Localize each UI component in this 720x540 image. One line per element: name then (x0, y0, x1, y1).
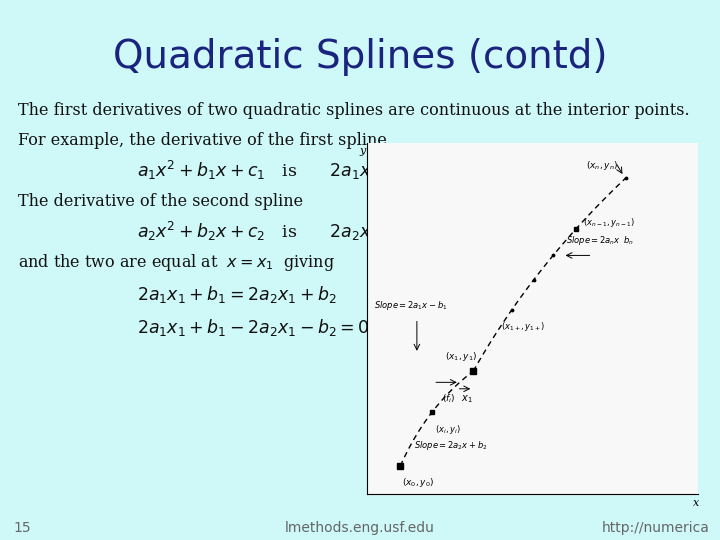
Text: $(x_1,y_1)$: $(x_1,y_1)$ (445, 350, 477, 363)
Text: y: y (359, 146, 365, 156)
Text: $2a_1 x_1 + b_1 = 2a_2 x_1 + b_2$: $2a_1 x_1 + b_1 = 2a_2 x_1 + b_2$ (137, 284, 336, 305)
Text: For example, the derivative of the first spline: For example, the derivative of the first… (18, 132, 387, 149)
Text: The first derivatives of two quadratic splines are continuous at the interior po: The first derivatives of two quadratic s… (18, 102, 690, 119)
Text: $(x_{1+},y_{1+})$: $(x_{1+},y_{1+})$ (500, 320, 545, 333)
Text: $x_1$: $x_1$ (461, 393, 472, 405)
Text: $(x_{n-1},y_{n-1})$: $(x_{n-1},y_{n-1})$ (582, 216, 634, 229)
Text: Quadratic Splines (contd): Quadratic Splines (contd) (113, 38, 607, 76)
Text: $(x_n, y_n)$: $(x_n, y_n)$ (586, 159, 618, 172)
Text: $Slope = 2a_n x \;\; b_n$: $Slope = 2a_n x \;\; b_n$ (566, 234, 634, 247)
Text: $Slope = 2a_2x + b_2$: $Slope = 2a_2x + b_2$ (413, 440, 487, 453)
Text: http://numerica: http://numerica (601, 521, 709, 535)
Text: and the two are equal at  $x = x_1$  giving: and the two are equal at $x = x_1$ givin… (18, 253, 335, 273)
Text: $2a_1 x_1 + b_1 - 2a_2 x_1 - b_2 = 0$: $2a_1 x_1 + b_1 - 2a_2 x_1 - b_2 = 0$ (137, 318, 369, 338)
Text: $Slope = 2a_1x - b_1$: $Slope = 2a_1x - b_1$ (374, 299, 447, 312)
Text: lmethods.eng.usf.edu: lmethods.eng.usf.edu (285, 521, 435, 535)
Text: 15: 15 (13, 521, 30, 535)
Text: $(f_i)$: $(f_i)$ (441, 393, 455, 406)
Text: $a_2 x^2 + b_2 x + c_2$   is      $2a_2 x + b_2$: $a_2 x^2 + b_2 x + c_2$ is $2a_2 x + b_2… (137, 220, 410, 242)
Text: x: x (693, 498, 700, 508)
Text: $(x_i,y_i)$: $(x_i,y_i)$ (435, 423, 461, 436)
Text: The derivative of the second spline: The derivative of the second spline (18, 193, 303, 210)
Text: $(x_0,y_0)$: $(x_0,y_0)$ (402, 476, 434, 489)
Text: $a_1 x^2 + b_1 x + c_1$   is      $2a_1 x - b_1$: $a_1 x^2 + b_1 x + c_1$ is $2a_1 x - b_1… (137, 159, 410, 181)
